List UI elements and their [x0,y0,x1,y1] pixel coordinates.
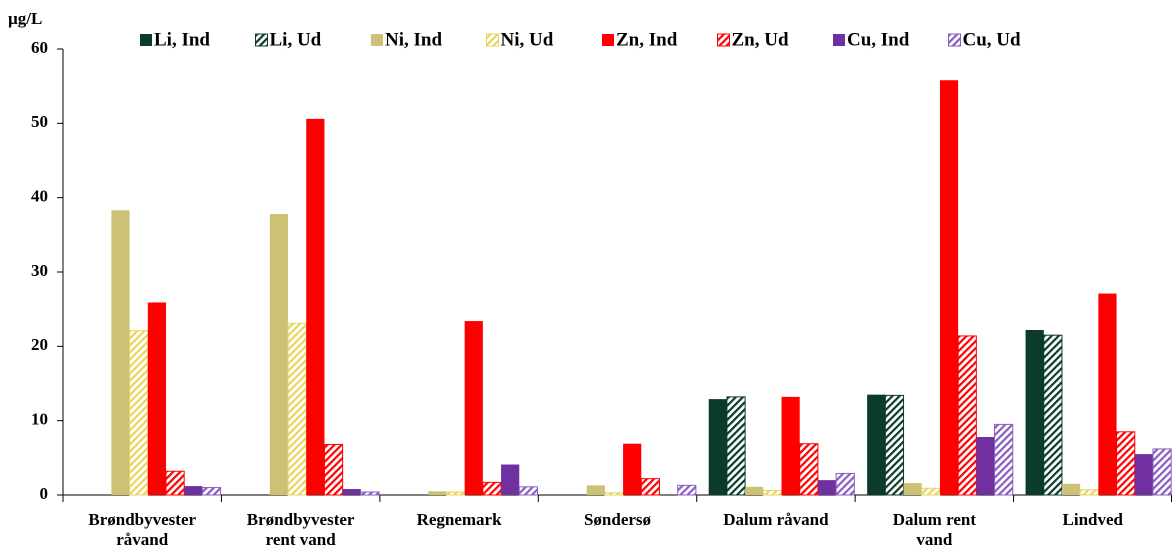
bar [1134,454,1153,495]
legend-label: Cu, Ud [963,29,1022,50]
bar [306,118,325,495]
bar [1025,329,1044,495]
bar [482,481,502,496]
bar [903,483,922,495]
legend-swatch [602,34,614,46]
bar [1061,483,1081,495]
legend-label: Cu, Ind [847,29,910,50]
bar [781,396,800,495]
bar [323,443,344,496]
y-tick-label: 40 [31,187,48,206]
x-tick-label: rent vand [266,530,337,549]
legend-label: Li, Ind [154,29,210,50]
y-tick-label: 0 [40,484,49,503]
bar [1152,448,1172,496]
y-tick-label: 10 [31,410,48,429]
bar [147,302,166,495]
x-tick-label: Regnemark [417,510,503,529]
bar [921,487,941,496]
bar [817,480,837,495]
bar [129,330,149,496]
legend-label: Ni, Ind [385,29,442,50]
legend-swatch [717,33,730,47]
bar [745,486,764,495]
bar [1116,431,1136,496]
bar [677,484,697,496]
x-tick-label: Søndersø [584,510,651,529]
legend-swatch [486,33,499,47]
x-tick-label: Brøndbyvester [247,510,355,529]
bar [342,489,361,495]
x-tick-label: vand [916,530,952,549]
bar [201,487,222,496]
bar [501,464,520,495]
bar [428,491,447,495]
bar [445,491,466,496]
bar [835,472,855,496]
legend-swatch [371,34,383,46]
legend-swatch [140,34,152,46]
bar [287,322,307,496]
bar [269,214,289,495]
x-tick-label: råvand [116,530,169,549]
y-axis-label: µg/L [8,9,42,28]
bar [708,399,727,495]
y-tick-label: 60 [31,38,48,57]
bar [726,396,746,496]
x-tick-label: Dalum rent [893,510,977,529]
bar [884,394,905,496]
legend-label: Li, Ud [270,29,322,50]
legend-label: Zn, Ud [732,29,789,50]
bar [165,470,185,496]
bar [1098,293,1117,495]
bar [640,478,660,496]
bar [867,394,886,495]
legend-swatch [833,34,845,46]
legend-swatch [255,33,268,47]
y-tick-label: 50 [31,112,48,131]
bar [976,437,995,495]
bar [939,80,959,495]
bar [957,335,977,496]
bar [464,321,483,495]
bar [111,210,130,495]
bar [762,490,783,496]
x-tick-label: Dalum råvand [723,510,829,529]
bar [799,443,819,496]
legend-swatch [948,33,961,47]
y-tick-label: 30 [31,261,48,280]
bar [1079,489,1099,496]
bar [360,491,380,496]
x-tick-label: Lindved [1063,510,1124,529]
legend-label: Zn, Ind [616,29,678,50]
y-tick-label: 20 [31,335,48,354]
bar [184,486,203,495]
bar [586,485,605,495]
bar [994,423,1014,496]
bar [604,492,624,496]
legend-label: Ni, Ud [501,29,554,50]
bar [623,443,642,495]
bar [1043,334,1063,496]
bar [518,486,538,496]
x-tick-label: Brøndbyvester [88,510,196,529]
